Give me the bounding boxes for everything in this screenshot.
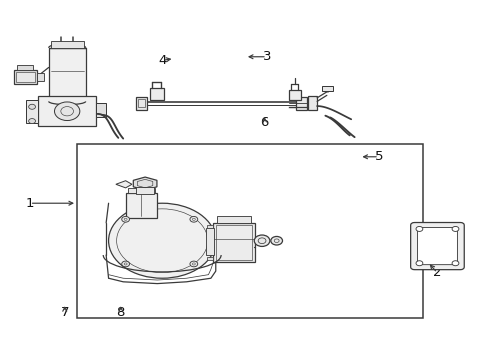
Bar — [97, 103, 106, 117]
Ellipse shape — [109, 203, 216, 278]
Bar — [322, 86, 333, 91]
Bar — [216, 225, 252, 260]
Bar — [16, 72, 34, 82]
Bar — [207, 225, 213, 228]
Circle shape — [452, 261, 459, 266]
Circle shape — [54, 102, 80, 121]
Circle shape — [122, 261, 129, 267]
Circle shape — [452, 226, 459, 231]
Bar — [289, 90, 300, 100]
Bar — [217, 216, 251, 223]
Text: 5: 5 — [375, 150, 383, 163]
Bar — [125, 193, 157, 217]
Circle shape — [271, 237, 283, 245]
Bar — [38, 96, 97, 126]
Bar — [18, 64, 33, 70]
Bar — [296, 97, 307, 110]
Bar — [50, 41, 84, 48]
Circle shape — [190, 216, 198, 222]
Circle shape — [29, 104, 35, 109]
Text: 2: 2 — [433, 266, 441, 279]
Circle shape — [122, 216, 129, 222]
Bar — [49, 48, 86, 102]
FancyBboxPatch shape — [411, 222, 464, 270]
Polygon shape — [116, 181, 132, 188]
Text: 7: 7 — [60, 306, 69, 319]
Bar — [308, 96, 317, 111]
Bar — [136, 97, 147, 110]
Text: 6: 6 — [260, 116, 269, 129]
Circle shape — [416, 226, 423, 231]
Bar — [206, 228, 214, 255]
Bar — [150, 88, 164, 100]
Text: 8: 8 — [117, 306, 125, 319]
Bar — [207, 257, 213, 260]
Bar — [128, 188, 155, 193]
Circle shape — [416, 261, 423, 266]
Text: 4: 4 — [158, 54, 167, 67]
FancyBboxPatch shape — [417, 228, 458, 265]
Bar — [14, 70, 37, 84]
Bar — [37, 73, 44, 81]
Circle shape — [254, 235, 270, 247]
Bar — [77, 144, 423, 318]
Circle shape — [190, 261, 198, 267]
Text: 1: 1 — [25, 197, 34, 210]
Bar — [138, 99, 145, 108]
Polygon shape — [133, 177, 157, 190]
Bar — [136, 187, 154, 194]
Bar — [213, 223, 255, 262]
Circle shape — [29, 118, 35, 123]
Text: 3: 3 — [263, 50, 271, 63]
Bar — [26, 100, 38, 123]
